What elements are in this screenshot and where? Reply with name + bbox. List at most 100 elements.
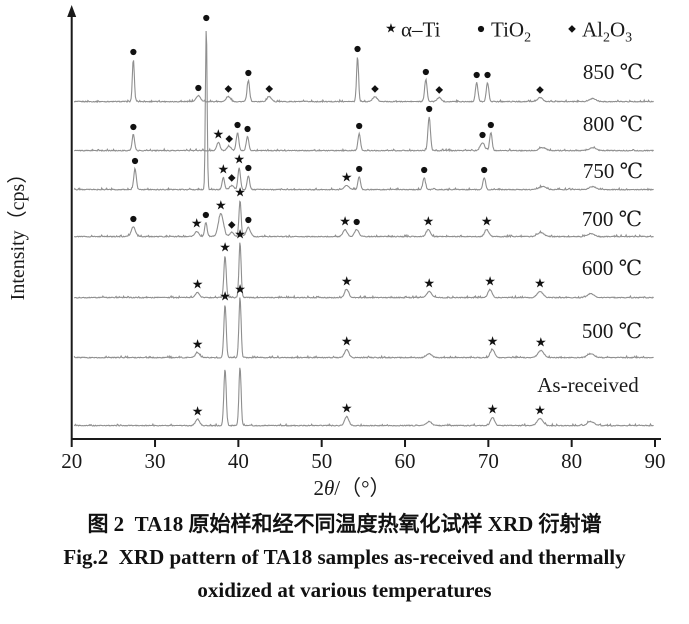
legend-diamond-icon: ◆ xyxy=(568,24,576,35)
tio2-dot-marker-icon xyxy=(422,68,429,76)
alpha-ti-star-marker-icon: ★ xyxy=(218,163,230,178)
trace-group-as-received: ★ ★ ★ ★ As-received xyxy=(73,367,654,427)
legend: ★ α–Ti TiO2 ◆ Al2O3 xyxy=(385,18,632,46)
x-tick-label: 30 xyxy=(145,449,166,473)
alpha-ti-star-marker-icon: ★ xyxy=(233,153,245,168)
x-tick-label: 60 xyxy=(395,449,416,473)
trace-group-600C: ★★★★ ★ ★ ★600 ℃ xyxy=(73,228,654,300)
legend-dot-icon xyxy=(477,25,485,33)
tio2-dot-marker-icon xyxy=(203,14,210,22)
trace-group-800C: ★ ◆ 800 ℃ xyxy=(73,105,654,153)
alpha-ti-star-marker-icon: ★ xyxy=(213,128,225,143)
alpha-ti-star-marker-icon: ★ xyxy=(481,215,493,230)
x-tick-label: 70 xyxy=(478,449,499,473)
trace-850C xyxy=(73,57,654,104)
x-tick-label: 20 xyxy=(61,449,82,473)
trace-label-600C: 600 ℃ xyxy=(582,256,642,280)
tio2-dot-marker-icon xyxy=(487,121,494,129)
legend-label-2: Al2O3 xyxy=(582,18,632,46)
trace-500C xyxy=(73,297,654,360)
y-axis-arrow-icon xyxy=(67,5,77,17)
x-tick-label: 80 xyxy=(561,449,582,473)
tio2-dot-marker-icon xyxy=(245,69,252,77)
tio2-dot-marker-icon xyxy=(353,218,360,226)
al2o3-diamond-marker-icon: ◆ xyxy=(536,85,544,96)
x-tick-label: 50 xyxy=(311,449,332,473)
caption-english-line2: oxidized at various temperatures xyxy=(197,578,492,602)
x-axis-title: 2θ/（°） xyxy=(313,476,390,500)
x-tick-label: 90 xyxy=(645,449,666,473)
tio2-dot-marker-icon xyxy=(479,131,486,139)
tio2-dot-marker-icon xyxy=(130,48,137,56)
caption-chinese: 图 2 TA18 原始样和经不同温度热氧化试样 XRD 衍射谱 xyxy=(87,512,602,536)
tio2-dot-marker-icon xyxy=(481,166,488,174)
trace-group-850C: ◆ ◆ ◆ ◆ ◆ 850 ℃ xyxy=(73,45,654,104)
tio2-dot-marker-icon xyxy=(356,122,363,130)
trace-750C xyxy=(73,30,654,192)
tio2-dot-marker-icon xyxy=(356,165,363,173)
alpha-ti-star-marker-icon: ★ xyxy=(423,277,435,292)
x-tick-label: 40 xyxy=(228,449,249,473)
trace-label-500C: 500 ℃ xyxy=(582,319,642,343)
alpha-ti-star-marker-icon: ★ xyxy=(234,283,246,298)
alpha-ti-star-marker-icon: ★ xyxy=(234,186,246,201)
alpha-ti-star-marker-icon: ★ xyxy=(234,228,246,243)
alpha-ti-star-marker-icon: ★ xyxy=(192,278,204,293)
alpha-ti-star-marker-icon: ★ xyxy=(219,290,231,305)
al2o3-diamond-marker-icon: ◆ xyxy=(435,85,443,96)
tio2-dot-marker-icon xyxy=(202,211,209,219)
trace-label-as-received: As-received xyxy=(537,373,639,397)
tio2-dot-marker-icon xyxy=(234,121,241,129)
alpha-ti-star-marker-icon: ★ xyxy=(191,217,203,232)
alpha-ti-star-marker-icon: ★ xyxy=(192,338,204,353)
legend-label-1: TiO2 xyxy=(491,18,531,46)
tio2-dot-marker-icon xyxy=(484,71,491,79)
alpha-ti-star-marker-icon: ★ xyxy=(487,335,499,350)
alpha-ti-star-marker-icon: ★ xyxy=(339,215,351,230)
tio2-dot-marker-icon xyxy=(244,125,251,133)
trace-as-received xyxy=(73,367,654,427)
tio2-dot-marker-icon xyxy=(245,216,252,224)
alpha-ti-star-marker-icon: ★ xyxy=(535,336,547,351)
alpha-ti-star-marker-icon: ★ xyxy=(341,402,353,417)
trace-group-500C: ★★ ★★ ★ ★ 500 ℃ xyxy=(73,283,654,360)
alpha-ti-star-marker-icon: ★ xyxy=(192,405,204,420)
xrd-chart-area: 20 30 40 50 60 70 80 90 2θ/（°） Intensity（cps） ◆ ◆ ◆ ◆… xyxy=(6,5,666,500)
al2o3-diamond-marker-icon: ◆ xyxy=(265,84,273,95)
tio2-dot-marker-icon xyxy=(130,123,137,131)
alpha-ti-star-marker-icon: ★ xyxy=(484,275,496,290)
figure-captions: 图 2 TA18 原始样和经不同温度热氧化试样 XRD 衍射谱 Fig.2 XR… xyxy=(0,508,689,607)
al2o3-diamond-marker-icon: ◆ xyxy=(225,134,233,145)
tio2-dot-marker-icon xyxy=(130,215,137,223)
alpha-ti-star-marker-icon: ★ xyxy=(423,215,435,230)
trace-label-800C: 800 ℃ xyxy=(583,112,643,136)
al2o3-diamond-marker-icon: ◆ xyxy=(228,220,236,231)
trace-group-750C: ★◆★★ 750 ℃ xyxy=(73,14,654,192)
alpha-ti-star-marker-icon: ★ xyxy=(534,277,546,292)
trace-label-850C: 850 ℃ xyxy=(583,60,643,84)
alpha-ti-star-marker-icon: ★ xyxy=(341,171,353,186)
trace-label-700C: 700 ℃ xyxy=(582,207,642,231)
alpha-ti-star-marker-icon: ★ xyxy=(487,403,499,418)
al2o3-diamond-marker-icon: ◆ xyxy=(228,173,236,184)
tio2-dot-marker-icon xyxy=(354,45,361,53)
y-axis-title: Intensity（cps） xyxy=(6,164,29,301)
alpha-ti-star-marker-icon: ★ xyxy=(215,199,227,214)
tio2-dot-marker-icon xyxy=(245,164,252,172)
legend-label-0: α–Ti xyxy=(401,18,441,42)
alpha-ti-star-marker-icon: ★ xyxy=(219,241,231,256)
al2o3-diamond-marker-icon: ◆ xyxy=(225,84,233,95)
trace-800C xyxy=(73,116,654,153)
trace-700C xyxy=(73,200,654,238)
alpha-ti-star-marker-icon: ★ xyxy=(341,275,353,290)
legend-star-icon: ★ xyxy=(385,22,397,37)
al2o3-diamond-marker-icon: ◆ xyxy=(371,84,379,95)
trace-group-700C: ★★◆★★ ★ ★ 700 ℃ xyxy=(73,186,654,238)
caption-english-line1: Fig.2 XRD pattern of TA18 samples as-rec… xyxy=(63,545,626,569)
tio2-dot-marker-icon xyxy=(195,84,202,92)
tio2-dot-marker-icon xyxy=(473,71,480,79)
alpha-ti-star-marker-icon: ★ xyxy=(341,335,353,350)
alpha-ti-star-marker-icon: ★ xyxy=(534,404,546,419)
tio2-dot-marker-icon xyxy=(421,166,428,174)
